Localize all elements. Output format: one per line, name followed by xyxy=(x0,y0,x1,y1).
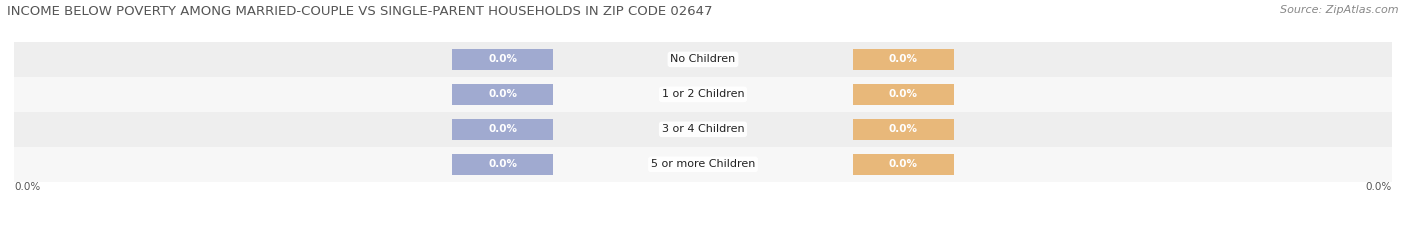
Bar xyxy=(0,147,1406,182)
Text: 0.0%: 0.0% xyxy=(889,55,918,64)
Bar xyxy=(453,119,553,140)
Text: 0.0%: 0.0% xyxy=(488,89,517,99)
Text: 0.0%: 0.0% xyxy=(889,159,918,169)
Text: INCOME BELOW POVERTY AMONG MARRIED-COUPLE VS SINGLE-PARENT HOUSEHOLDS IN ZIP COD: INCOME BELOW POVERTY AMONG MARRIED-COUPL… xyxy=(7,5,713,18)
Bar xyxy=(0,42,1406,77)
Text: 0.0%: 0.0% xyxy=(488,55,517,64)
Text: 5 or more Children: 5 or more Children xyxy=(651,159,755,169)
Text: 3 or 4 Children: 3 or 4 Children xyxy=(662,124,744,134)
Text: 0.0%: 0.0% xyxy=(14,182,41,192)
Bar xyxy=(453,154,553,175)
Bar xyxy=(853,84,953,105)
Bar xyxy=(853,119,953,140)
Bar xyxy=(0,77,1406,112)
Bar xyxy=(0,112,1406,147)
Text: 0.0%: 0.0% xyxy=(889,124,918,134)
Bar xyxy=(853,154,953,175)
Text: 0.0%: 0.0% xyxy=(488,124,517,134)
Text: 0.0%: 0.0% xyxy=(889,89,918,99)
Text: 0.0%: 0.0% xyxy=(488,159,517,169)
Text: 0.0%: 0.0% xyxy=(1365,182,1392,192)
Text: Source: ZipAtlas.com: Source: ZipAtlas.com xyxy=(1281,5,1399,15)
Bar xyxy=(853,49,953,70)
Text: No Children: No Children xyxy=(671,55,735,64)
Bar xyxy=(453,49,553,70)
Legend: Married Couples, Single Parents: Married Couples, Single Parents xyxy=(593,231,813,233)
Bar xyxy=(453,84,553,105)
Text: 1 or 2 Children: 1 or 2 Children xyxy=(662,89,744,99)
